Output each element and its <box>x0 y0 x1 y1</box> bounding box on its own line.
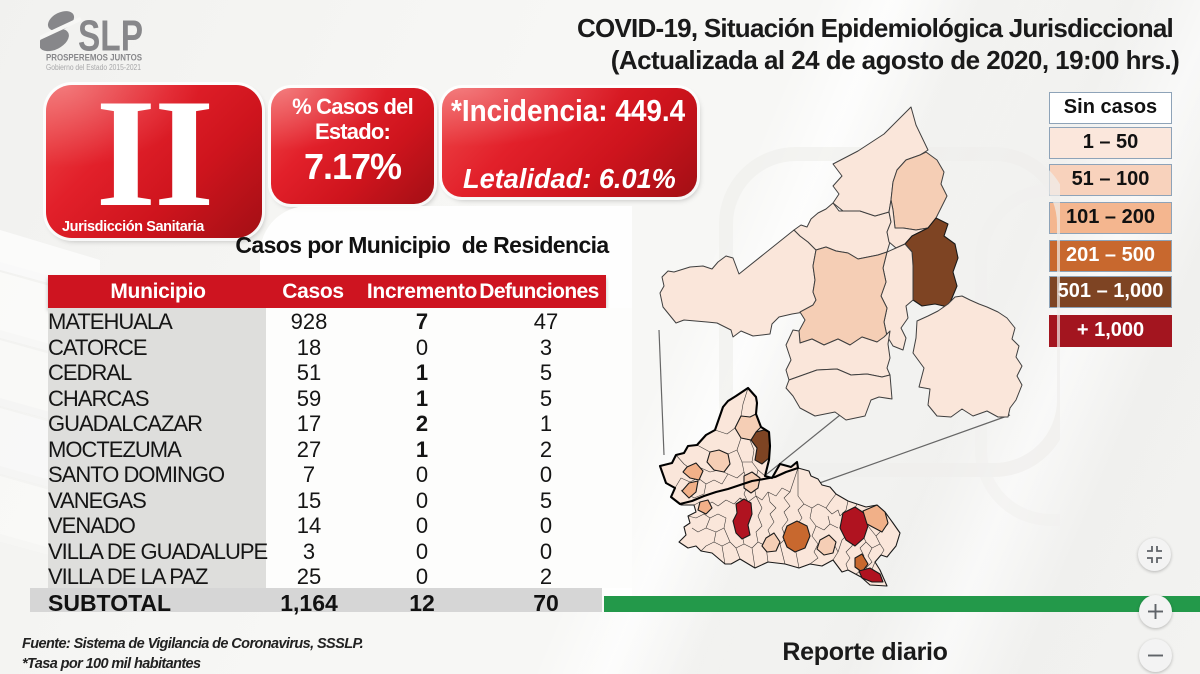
svg-text:PROSPEREMOS JUNTOS: PROSPEREMOS JUNTOS <box>46 53 142 64</box>
svg-text:Gobierno del Estado 2015-2021: Gobierno del Estado 2015-2021 <box>46 63 141 72</box>
svg-text:SLP: SLP <box>78 12 143 61</box>
